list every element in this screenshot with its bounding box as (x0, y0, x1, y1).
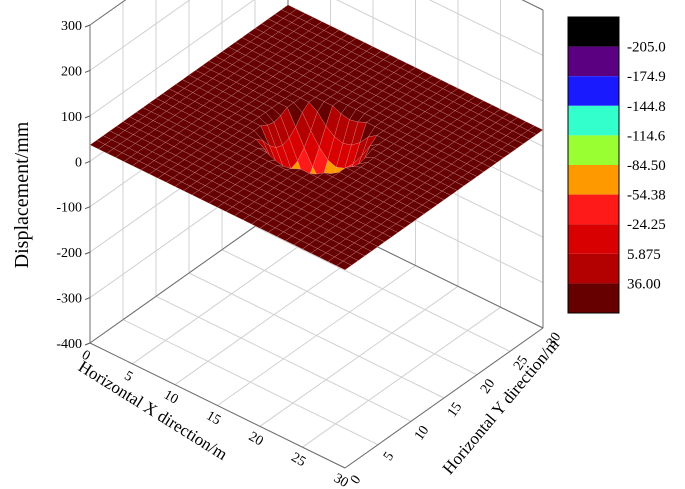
z-tick-mark (84, 115, 91, 119)
x-tick-label: 10 (161, 388, 181, 408)
legend-label: -205.0 (627, 40, 666, 56)
z-tick-label: 300 (61, 19, 82, 34)
z-axis-title: Displacement/mm (11, 121, 33, 268)
grid-line (428, 0, 544, 56)
legend-swatch (568, 135, 619, 165)
z-tick-mark (84, 251, 91, 255)
legend-label: -114.6 (627, 128, 666, 144)
floor-grid-line (188, 272, 445, 399)
surface-mesh (89, 4, 544, 271)
legend-label: -174.9 (627, 69, 666, 85)
z-tick-mark (84, 297, 91, 301)
legend-swatch (568, 46, 619, 77)
x-tick-label: 15 (203, 408, 223, 428)
floor-grid-line (221, 249, 478, 376)
grid-line (89, 0, 191, 71)
z-tick-mark (84, 69, 91, 73)
legend-swatch (568, 165, 619, 195)
legend-label: -24.25 (627, 217, 666, 233)
legend-label: -54.38 (627, 188, 666, 204)
legend-swatch (568, 17, 619, 47)
legend-swatch (568, 76, 619, 106)
z-tick-mark (84, 342, 91, 346)
floor-grid-line (259, 285, 459, 427)
z-tick-label: -100 (56, 201, 82, 216)
surface-cell (336, 260, 352, 271)
axis-edge (344, 327, 544, 469)
z-tick-label: 0 (75, 155, 82, 170)
axis-edge (89, 202, 289, 344)
z-tick-mark (84, 160, 91, 164)
x-tick-label: 20 (246, 429, 266, 449)
x-tick-label: 30 (331, 471, 351, 489)
x-tick-label: 25 (288, 450, 308, 470)
z-tick-label: -400 (56, 337, 82, 352)
z-tick-label: 200 (61, 64, 82, 79)
legend-label: 5.875 (627, 247, 661, 263)
x-axis-title: Horizontal X direction/m (75, 357, 231, 464)
y-tick-label: 10 (412, 423, 432, 443)
legend-swatch (568, 194, 619, 225)
z-tick-mark (84, 206, 91, 210)
y-tick-label: 0 (348, 473, 364, 487)
legend-label: -144.8 (627, 99, 666, 115)
legend-swatch (568, 253, 619, 284)
legend-swatch (568, 224, 619, 254)
z-tick-label: -300 (56, 292, 82, 307)
legend-label: 36.00 (627, 276, 661, 292)
legend-swatch (568, 283, 619, 313)
grid-line (89, 0, 255, 117)
z-tick-label: 100 (61, 110, 82, 125)
floor-grid-line (254, 225, 511, 352)
axis-edge (89, 342, 346, 469)
axis-edge (89, 0, 127, 26)
z-tick-label: -200 (56, 246, 82, 261)
axis-ticks: 3002001000-100-200-300-40005101520253005… (56, 19, 564, 489)
y-tick-label: 20 (478, 377, 498, 397)
legend-border (567, 16, 620, 314)
legend-label: -84.50 (627, 158, 666, 174)
legend-swatch (568, 105, 619, 136)
legend: -205.0 -174.9 -144.8 -114.6 -84.50 -54.38 -24.… (567, 16, 666, 314)
y-tick-label: 15 (445, 400, 465, 420)
y-tick-label: 5 (381, 450, 397, 464)
grid-line (336, 0, 544, 102)
z-tick-mark (84, 24, 91, 28)
